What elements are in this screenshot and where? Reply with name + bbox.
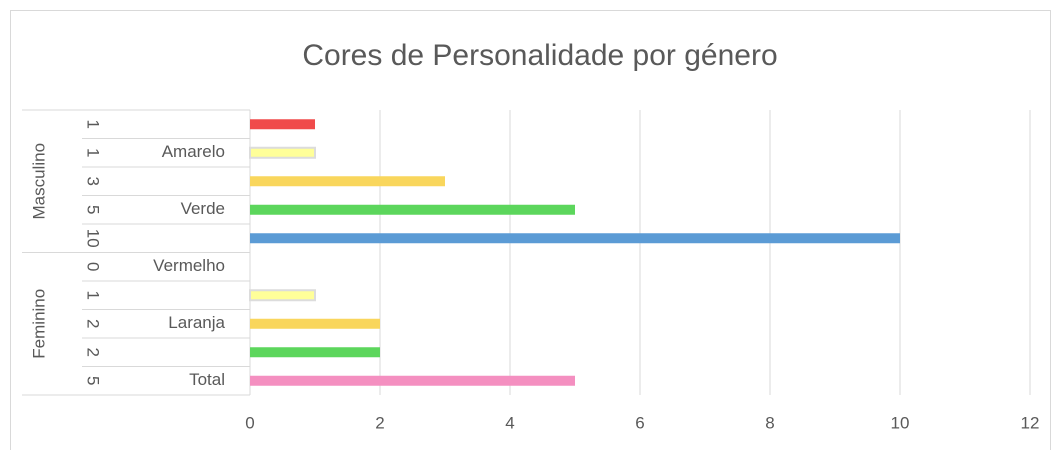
bar [250, 318, 380, 329]
x-tick-label: 2 [375, 413, 384, 432]
x-tick-label: 2 [84, 348, 103, 357]
x-tick-label: 12 [1021, 413, 1040, 432]
bar [250, 204, 575, 215]
x-tick-label: 1 [84, 148, 103, 157]
y-tick-label: Amarelo [162, 142, 225, 161]
bar [250, 119, 315, 130]
x-tick-label: 0 [245, 413, 254, 432]
bar [250, 176, 445, 187]
x-tick-label: 10 [891, 413, 910, 432]
bar [249, 289, 316, 302]
x-tick-label: 8 [765, 413, 774, 432]
y-tick-label: Laranja [168, 313, 225, 332]
x-tick-label: 5 [84, 205, 103, 214]
group-label: Feminino [29, 289, 48, 359]
bar [250, 347, 380, 358]
x-tick-label: 4 [505, 413, 514, 432]
y-tick-label: Vermelho [153, 256, 225, 275]
x-tick-label: 0 [84, 262, 103, 271]
bar [250, 375, 575, 386]
x-tick-label: 1 [84, 291, 103, 300]
x-tick-label: 10 [84, 229, 103, 248]
x-tick-label: 6 [635, 413, 644, 432]
y-tick-label: Total [189, 370, 225, 389]
bar [250, 233, 900, 244]
x-tick-label: 1 [84, 120, 103, 129]
bar [249, 146, 316, 159]
x-tick-label: 2 [84, 319, 103, 328]
chart-title: Cores de Personalidade por género [302, 39, 777, 72]
group-label: Masculino [29, 143, 48, 220]
y-tick-label: Verde [181, 199, 225, 218]
x-tick-label: 3 [84, 177, 103, 186]
x-tick-label: 5 [84, 376, 103, 385]
